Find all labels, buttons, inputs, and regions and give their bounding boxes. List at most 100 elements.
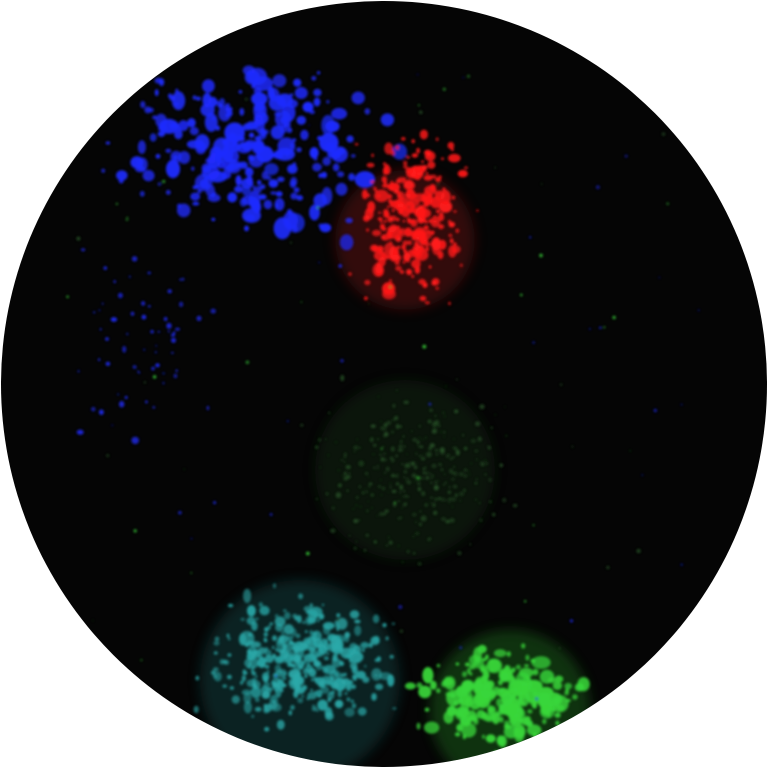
red-cell: [413, 193, 418, 198]
cell-clusters-layer: [66, 65, 700, 760]
cyan-cell: [284, 642, 295, 651]
dim-green-cell: [365, 472, 369, 475]
blue-cell: [222, 144, 234, 163]
green-cell: [485, 654, 489, 660]
dim-green-cell: [401, 463, 403, 466]
dim-green-cell: [340, 374, 345, 382]
dim-green-cell: [433, 510, 438, 515]
blue-cell: [335, 182, 348, 196]
green-cell: [436, 664, 441, 668]
blue-cell: [345, 217, 353, 224]
green-cell: [482, 669, 490, 680]
cyan-cell: [258, 602, 263, 607]
red-cell: [439, 200, 453, 213]
cyan-cell: [295, 684, 301, 691]
dim-green-haze: [315, 380, 495, 560]
dim-green-cell: [346, 489, 349, 492]
red-cell: [429, 174, 437, 179]
cyan-cell: [351, 703, 357, 709]
blue-cell: [163, 317, 168, 321]
blue-speck: [416, 73, 419, 76]
blue-cell: [207, 170, 228, 183]
green-cell: [526, 677, 531, 681]
blue-cell: [98, 309, 101, 312]
dim-green-cell: [421, 457, 425, 461]
dim-green-cell: [452, 456, 455, 459]
dim-green-cell: [470, 462, 472, 465]
cyan-cell: [254, 698, 260, 702]
blue-cell: [101, 168, 106, 173]
dim-green-cell: [401, 561, 404, 564]
red-cell: [407, 240, 412, 246]
dim-green-speck: [183, 468, 185, 470]
green-cell: [488, 659, 500, 671]
cyan-cell: [264, 627, 269, 632]
blue-cell: [380, 113, 395, 127]
blue-cell: [105, 141, 111, 145]
red-cell: [450, 148, 454, 151]
cyan-cell: [371, 668, 382, 681]
cyan-cell: [308, 645, 315, 654]
dim-green-cell: [416, 462, 418, 464]
cyan-cell: [264, 649, 272, 657]
blue-cell: [176, 203, 182, 209]
dim-green-cell: [412, 512, 417, 517]
dim-green-cell: [341, 474, 344, 477]
dim-green-cell: [449, 468, 453, 474]
dim-green-cell: [392, 472, 394, 474]
dim-green-cell: [383, 428, 386, 431]
red-cell: [377, 248, 384, 255]
cyan-cell: [251, 714, 255, 718]
blue-cell: [152, 406, 156, 409]
red-cell: [396, 179, 401, 183]
red-cell: [412, 173, 419, 179]
dim-green-cell: [444, 481, 447, 484]
dim-green-cell: [343, 476, 349, 481]
cyan-cell: [244, 657, 260, 669]
green-cell: [526, 724, 542, 736]
dim-green-cell: [343, 455, 347, 458]
blue-cell: [173, 373, 178, 379]
dim-green-cell: [484, 473, 487, 476]
dim-green-cell: [318, 438, 321, 442]
dim-green-cell: [463, 474, 467, 478]
cyan-cell: [373, 635, 380, 643]
dim-green-cell: [380, 479, 382, 481]
dim-green-cell: [381, 487, 384, 490]
green-cell: [497, 735, 507, 748]
blue-cell: [105, 361, 111, 366]
dim-green-cell: [386, 420, 392, 425]
green-cell: [553, 697, 560, 703]
blue-speck: [624, 154, 628, 158]
cyan-cell: [320, 686, 330, 694]
dim-green-cell: [385, 466, 390, 472]
cyan-cell: [354, 625, 362, 636]
green-cell: [532, 690, 542, 698]
blue-cell: [166, 322, 172, 329]
blue-cell: [171, 337, 176, 343]
blue-cell: [287, 209, 293, 216]
green-cell: [461, 682, 472, 694]
cyan-cell: [344, 631, 351, 639]
dim-green-cell: [424, 466, 427, 469]
blue-cell: [91, 407, 96, 412]
blue-cell: [76, 429, 84, 435]
red-cell: [403, 160, 408, 166]
green-cell: [541, 707, 549, 715]
cyan-cell: [264, 664, 270, 669]
red-cell: [402, 260, 406, 264]
green-cell: [464, 662, 470, 667]
blue-cell: [296, 195, 304, 201]
dim-green-cell: [391, 418, 395, 422]
green-cell: [454, 732, 461, 737]
dim-green-cell: [429, 472, 432, 475]
green-cell: [441, 681, 448, 688]
dim-green-cell: [358, 460, 365, 467]
green-speck: [505, 435, 507, 437]
blue-cell: [77, 370, 80, 373]
blue-cell: [202, 92, 212, 108]
cyan-cell: [364, 664, 367, 668]
blue-cell: [110, 317, 118, 322]
dim-green-cell: [397, 473, 399, 476]
cyan-cell: [296, 656, 300, 663]
